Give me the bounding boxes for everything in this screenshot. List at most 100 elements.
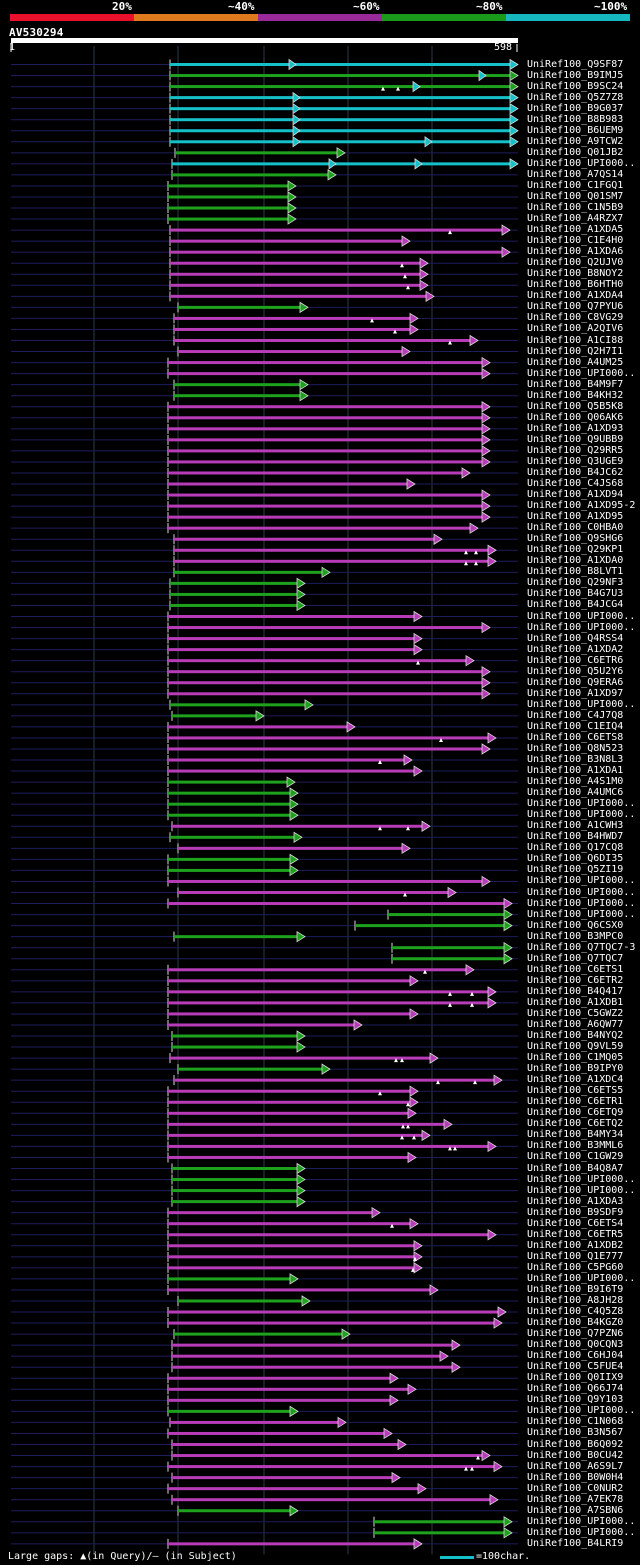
hit-name[interactable]: UniRef100_UPI000.. [527, 908, 636, 920]
hit-name[interactable]: UniRef100_B4JCG4 [527, 599, 624, 611]
hit-name[interactable]: UniRef100_UPI000.. [527, 897, 636, 909]
hit-name[interactable]: UniRef100_A1XDB2 [527, 1239, 624, 1251]
hit-name[interactable]: UniRef100_B9I6T9 [527, 1283, 624, 1295]
hit-name[interactable]: UniRef100_B4JC62 [527, 466, 624, 478]
hit-name[interactable]: UniRef100_C4JS68 [527, 478, 624, 490]
hit-name[interactable]: UniRef100_A1XD95-2 [527, 500, 636, 512]
hit-name[interactable]: UniRef100_A1XDA0 [527, 555, 624, 567]
hit-name[interactable]: UniRef100_C6HJ04 [527, 1350, 624, 1362]
hit-name[interactable]: UniRef100_Q2UJV0 [527, 257, 624, 269]
hit-name[interactable]: UniRef100_B3N567 [527, 1427, 624, 1439]
hit-name[interactable]: UniRef100_C5FUE4 [527, 1361, 624, 1373]
hit-name[interactable]: UniRef100_B8B983 [527, 113, 624, 125]
hit-name[interactable]: UniRef100_Q3UGE9 [527, 455, 624, 467]
hit-name[interactable]: UniRef100_A1XD95 [527, 511, 624, 523]
hit-name[interactable]: UniRef100_C0NUR2 [527, 1482, 624, 1494]
hit-name[interactable]: UniRef100_C5PG60 [527, 1261, 624, 1273]
hit-name[interactable]: UniRef100_C6ETS8 [527, 731, 624, 743]
hit-name[interactable]: UniRef100_Q9ERA6 [527, 676, 624, 688]
hit-name[interactable]: UniRef100_UPI000.. [527, 621, 636, 633]
hit-name[interactable]: UniRef100_C1FGQ1 [527, 179, 624, 191]
hit-name[interactable]: UniRef100_Q01SM7 [527, 190, 624, 202]
hit-name[interactable]: UniRef100_Q9VL59 [527, 1041, 624, 1053]
hit-name[interactable]: UniRef100_C1EIQ4 [527, 720, 624, 732]
hit-name[interactable]: UniRef100_B6HTH0 [527, 279, 624, 291]
hit-name[interactable]: UniRef100_A2QIV6 [527, 323, 624, 335]
hit-name[interactable]: UniRef100_A1XDB1 [527, 996, 624, 1008]
hit-name[interactable]: UniRef100_A1CWH3 [527, 820, 624, 832]
hit-name[interactable]: UniRef100_UPI000.. [527, 875, 636, 887]
hit-name[interactable]: UniRef100_UPI000.. [527, 1184, 636, 1196]
hit-name[interactable]: UniRef100_B4HWD7 [527, 831, 624, 843]
hit-name[interactable]: UniRef100_A7EK78 [527, 1493, 624, 1505]
hit-name[interactable]: UniRef100_A1XD94 [527, 489, 624, 501]
hit-name[interactable]: UniRef100_B0W0H4 [527, 1471, 624, 1483]
hit-name[interactable]: UniRef100_Q29RR5 [527, 444, 624, 456]
hit-name[interactable]: UniRef100_B9SDF9 [527, 1206, 624, 1218]
hit-name[interactable]: UniRef100_Q29KP1 [527, 544, 624, 556]
hit-name[interactable]: UniRef100_A4UMC6 [527, 787, 624, 799]
hit-name[interactable]: UniRef100_A8JH28 [527, 1294, 624, 1306]
hit-name[interactable]: UniRef100_A6QW77 [527, 1018, 624, 1030]
hit-name[interactable]: UniRef100_Q4RSS4 [527, 632, 624, 644]
hit-name[interactable]: UniRef100_Q1E777 [527, 1250, 624, 1262]
hit-name[interactable]: UniRef100_A1CI88 [527, 334, 624, 346]
hit-name[interactable]: UniRef100_Q9Y103 [527, 1394, 624, 1406]
hit-name[interactable]: UniRef100_UPI000.. [527, 1526, 636, 1538]
hit-name[interactable]: UniRef100_Q17CQ8 [527, 842, 624, 854]
hit-name[interactable]: UniRef100_UPI000.. [527, 1173, 636, 1185]
hit-name[interactable]: UniRef100_B3MML6 [527, 1140, 624, 1152]
hit-name[interactable]: UniRef100_C4J7Q8 [527, 709, 624, 721]
hit-name[interactable]: UniRef100_C6ETR6 [527, 654, 624, 666]
hit-name[interactable]: UniRef100_A1XDA3 [527, 1195, 624, 1207]
hit-name[interactable]: UniRef100_C1N5B9 [527, 202, 624, 214]
hit-name[interactable]: UniRef100_A7SBN6 [527, 1504, 624, 1516]
hit-name[interactable]: UniRef100_C1N068 [527, 1416, 624, 1428]
hit-name[interactable]: UniRef100_A6S9L7 [527, 1460, 624, 1472]
hit-name[interactable]: UniRef100_B6Q092 [527, 1438, 624, 1450]
hit-name[interactable]: UniRef100_Q0CQN3 [527, 1339, 624, 1351]
hit-name[interactable]: UniRef100_UPI000.. [527, 157, 636, 169]
hit-name[interactable]: UniRef100_B6UEM9 [527, 124, 624, 136]
hit-name[interactable]: UniRef100_Q7PYU6 [527, 301, 624, 313]
hit-name[interactable]: UniRef100_A4RZX7 [527, 213, 624, 225]
hit-name[interactable]: UniRef100_Q9SF87 [527, 58, 624, 70]
hit-name[interactable]: UniRef100_A7QS14 [527, 168, 624, 180]
hit-name[interactable]: UniRef100_Q6DI35 [527, 853, 624, 865]
hit-name[interactable]: UniRef100_Q8N523 [527, 742, 624, 754]
hit-name[interactable]: UniRef100_B4Q417 [527, 985, 624, 997]
hit-name[interactable]: UniRef100_UPI000.. [527, 798, 636, 810]
hit-name[interactable]: UniRef100_A1XDA4 [527, 290, 624, 302]
hit-name[interactable]: UniRef100_Q2H7I1 [527, 345, 624, 357]
hit-name[interactable]: UniRef100_UPI000.. [527, 698, 636, 710]
hit-name[interactable]: UniRef100_B8LVT1 [527, 566, 624, 578]
hit-name[interactable]: UniRef100_B3N8L3 [527, 754, 624, 766]
hit-name[interactable]: UniRef100_Q29NF3 [527, 577, 624, 589]
hit-name[interactable]: UniRef100_Q66J74 [527, 1383, 624, 1395]
hit-name[interactable]: UniRef100_Q0IIX9 [527, 1372, 624, 1384]
hit-name[interactable]: UniRef100_Q5U2Y6 [527, 665, 624, 677]
hit-name[interactable]: UniRef100_C4Q5Z8 [527, 1306, 624, 1318]
hit-name[interactable]: UniRef100_A1XDA5 [527, 224, 624, 236]
hit-name[interactable]: UniRef100_C1GW29 [527, 1151, 624, 1163]
hit-name[interactable]: UniRef100_Q7PZN6 [527, 1328, 624, 1340]
hit-name[interactable]: UniRef100_B9SC24 [527, 80, 624, 92]
hit-name[interactable]: UniRef100_C8VG29 [527, 312, 624, 324]
hit-name[interactable]: UniRef100_UPI000.. [527, 610, 636, 622]
hit-name[interactable]: UniRef100_A1XDA6 [527, 246, 624, 258]
hit-name[interactable]: UniRef100_C6ETR1 [527, 1096, 624, 1108]
hit-name[interactable]: UniRef100_Q9SHG6 [527, 533, 624, 545]
hit-name[interactable]: UniRef100_B4MY34 [527, 1129, 624, 1141]
hit-name[interactable]: UniRef100_B4KGZ0 [527, 1317, 624, 1329]
hit-name[interactable]: UniRef100_C6ETR2 [527, 974, 624, 986]
hit-name[interactable]: UniRef100_B4LRI9 [527, 1537, 624, 1549]
hit-name[interactable]: UniRef100_Q06AK6 [527, 411, 624, 423]
hit-name[interactable]: UniRef100_C6ETS4 [527, 1217, 624, 1229]
hit-name[interactable]: UniRef100_C1MQ05 [527, 1052, 624, 1064]
hit-name[interactable]: UniRef100_C6ETQ9 [527, 1107, 624, 1119]
hit-name[interactable]: UniRef100_B0CU42 [527, 1449, 624, 1461]
hit-name[interactable]: UniRef100_C6ETR5 [527, 1228, 624, 1240]
hit-name[interactable]: UniRef100_UPI000.. [527, 1515, 636, 1527]
hit-name[interactable]: UniRef100_B3MPC0 [527, 930, 624, 942]
hit-name[interactable]: UniRef100_C6ETS1 [527, 963, 624, 975]
